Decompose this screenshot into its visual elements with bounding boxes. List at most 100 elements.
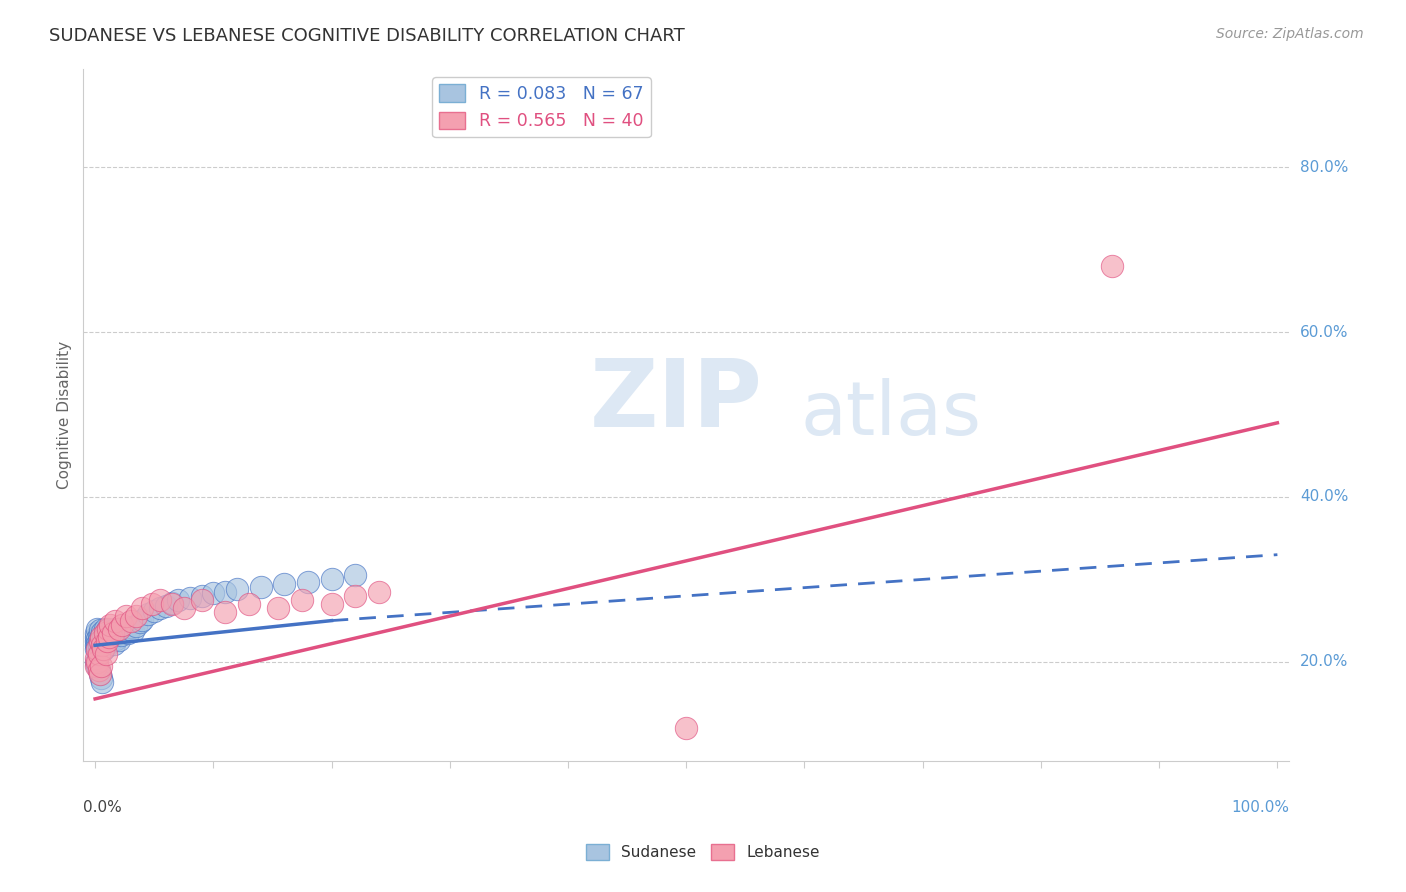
Point (94, 627, 117, 641)
Point (367, 584, 389, 599)
Point (84, 659, 107, 673)
Point (238, 597, 260, 611)
Point (131, 613, 153, 627)
Point (84, 634, 107, 648)
Point (84, 655, 107, 669)
Point (120, 620, 142, 634)
Point (98, 629, 121, 643)
Point (90, 630, 112, 644)
Point (103, 637, 125, 651)
Point (90, 629, 112, 643)
Point (94, 634, 117, 648)
Point (173, 601, 195, 615)
Point (107, 633, 129, 648)
Point (89, 667, 111, 681)
Point (86, 655, 108, 669)
Point (143, 604, 166, 618)
Point (105, 632, 128, 646)
Point (89, 635, 111, 649)
Point (84, 638, 107, 652)
Point (87, 647, 110, 661)
Point (87, 663, 110, 677)
Point (86, 659, 108, 673)
Point (93, 622, 115, 636)
Legend: R = 0.083   N = 67, R = 0.565   N = 40: R = 0.083 N = 67, R = 0.565 N = 40 (432, 78, 651, 137)
Point (110, 628, 132, 642)
Point (249, 580, 271, 594)
Point (125, 618, 148, 632)
Point (112, 624, 135, 638)
Text: 80.0%: 80.0% (1301, 160, 1348, 175)
Point (97, 632, 120, 647)
Point (120, 614, 142, 628)
Point (1101, 260, 1123, 274)
Point (90, 640, 112, 655)
Point (344, 568, 367, 582)
Point (96, 624, 118, 638)
Point (226, 582, 249, 597)
Point (160, 596, 183, 610)
Point (107, 622, 129, 636)
Point (86, 622, 108, 636)
Point (190, 589, 212, 603)
Point (93, 638, 115, 652)
Point (125, 609, 148, 624)
Point (84, 626, 107, 640)
Point (344, 589, 367, 603)
Point (129, 615, 152, 630)
Point (273, 577, 295, 591)
Point (96, 634, 118, 648)
Text: 0.0%: 0.0% (83, 799, 122, 814)
Point (89, 624, 111, 638)
Point (84, 650, 107, 665)
Point (111, 617, 134, 632)
Point (101, 626, 124, 640)
Point (675, 721, 697, 735)
Point (321, 597, 343, 611)
Text: atlas: atlas (801, 378, 981, 451)
Point (100, 635, 122, 649)
Point (91, 638, 114, 652)
Point (202, 586, 225, 600)
Text: 40.0%: 40.0% (1301, 490, 1348, 505)
Point (115, 609, 138, 624)
Text: SUDANESE VS LEBANESE COGNITIVE DISABILITY CORRELATION CHART: SUDANESE VS LEBANESE COGNITIVE DISABILIT… (49, 27, 685, 45)
Point (97, 622, 120, 636)
Point (297, 574, 319, 589)
Point (86, 640, 108, 654)
Point (122, 624, 145, 639)
Point (94, 647, 117, 661)
Point (84, 630, 107, 644)
Y-axis label: Cognitive Disability: Cognitive Disability (58, 341, 72, 489)
Point (87, 663, 110, 677)
Point (321, 573, 343, 587)
Point (149, 601, 172, 615)
Point (93, 643, 115, 657)
Point (90, 671, 112, 685)
Point (179, 591, 201, 605)
Point (167, 593, 190, 607)
Point (214, 584, 236, 599)
Text: ZIP: ZIP (589, 355, 762, 447)
Point (86, 632, 108, 646)
Point (115, 621, 138, 635)
Point (141, 597, 163, 611)
Point (87, 628, 110, 642)
Legend: Sudanese, Lebanese: Sudanese, Lebanese (579, 838, 827, 866)
Point (98, 630, 121, 644)
Point (100, 617, 122, 632)
Point (104, 614, 127, 628)
Point (214, 605, 236, 619)
Point (93, 642, 115, 657)
Point (101, 626, 124, 640)
Point (93, 626, 115, 640)
Point (86, 642, 108, 657)
Text: Source: ZipAtlas.com: Source: ZipAtlas.com (1216, 27, 1364, 41)
Text: 100.0%: 100.0% (1232, 799, 1289, 814)
Point (87, 633, 110, 648)
Point (91, 675, 114, 690)
Point (149, 593, 172, 607)
Point (91, 625, 114, 640)
Point (96, 639, 118, 653)
Point (117, 626, 139, 640)
